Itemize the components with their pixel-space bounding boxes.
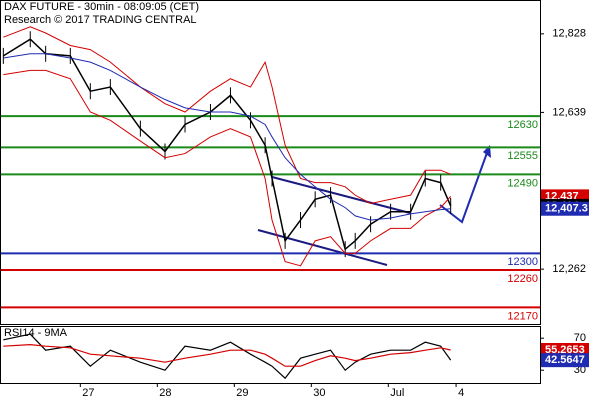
level-label: 12260 (507, 273, 538, 285)
y-tick-label: 70 (574, 332, 586, 344)
price-badge (541, 353, 589, 368)
price-badge-label: 12,407.3 (545, 203, 588, 215)
level-label: 12170 (507, 310, 538, 322)
price-badge-label: 42.5647 (545, 354, 585, 366)
series-line (3, 26, 451, 204)
x-tick-label: 4 (458, 387, 464, 399)
x-tick-label: 30 (313, 387, 325, 399)
series-line (3, 343, 451, 367)
series-line (3, 53, 451, 221)
series-line (2, 38, 452, 251)
trend-line (257, 229, 388, 266)
price-badge (541, 201, 589, 216)
x-tick-label: 27 (82, 387, 94, 399)
y-tick-label: 12,262 (552, 263, 586, 275)
forecast-arrow (439, 149, 489, 224)
x-tick-label: 28 (159, 387, 171, 399)
y-tick-label: 12,639 (552, 106, 586, 118)
level-label: 12490 (507, 177, 538, 189)
x-tick-label: 29 (236, 387, 248, 399)
level-label: 12630 (507, 119, 538, 131)
chart-subtitle: Research © 2017 TRADING CENTRAL (4, 14, 197, 26)
level-label: 12300 (507, 256, 538, 268)
y-tick-label: 12,828 (552, 28, 586, 40)
chart-title: DAX FUTURE - 30min - 08:09:05 (CET) (4, 1, 199, 13)
series-line (3, 69, 452, 267)
rsi-frame (0, 326, 541, 384)
series-line (3, 333, 452, 380)
level-label: 12555 (507, 150, 538, 162)
main-frame (0, 0, 541, 325)
price-badge-label: 55.2653 (545, 344, 585, 356)
x-tick-label: Jul (390, 387, 404, 399)
trend-line (271, 176, 411, 214)
